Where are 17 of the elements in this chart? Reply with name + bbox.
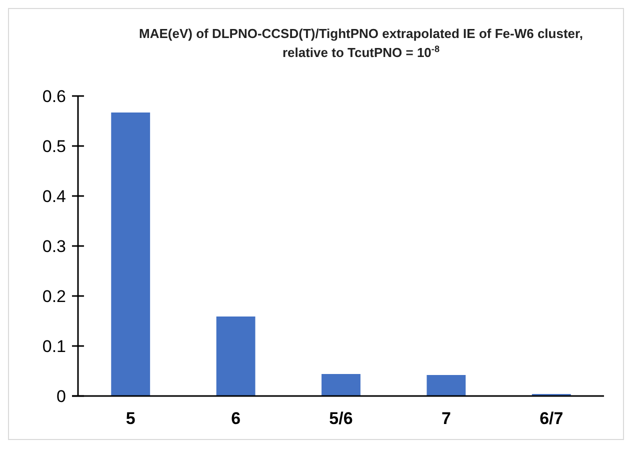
x-tick-label: 7 <box>441 409 451 428</box>
bar <box>111 112 150 396</box>
x-tick-label: 6/7 <box>540 409 564 428</box>
bar <box>426 375 466 396</box>
chart-title: MAE(eV) of DLPNO-CCSD(T)/TightPNO extrapolated IE of Fe-W6 cluster, relative to TcutPNO = 10$^{-8}$ <box>139 26 583 60</box>
x-tick-label: 6 <box>231 409 241 428</box>
x-tick-label: 5 <box>126 409 136 428</box>
bar <box>216 316 256 396</box>
y-tick-label: 0.5 <box>42 136 66 156</box>
y-tick-label: 0.1 <box>42 336 66 356</box>
y-tick-label: 0.3 <box>42 236 66 256</box>
x-tick-label: 5/6 <box>329 409 353 428</box>
y-tick-label: 0.4 <box>42 186 66 206</box>
y-tick-label: 0.2 <box>42 286 66 306</box>
y-tick-label: 0.6 <box>42 86 66 106</box>
y-tick-label: 0 <box>56 386 66 406</box>
bar <box>322 374 360 396</box>
